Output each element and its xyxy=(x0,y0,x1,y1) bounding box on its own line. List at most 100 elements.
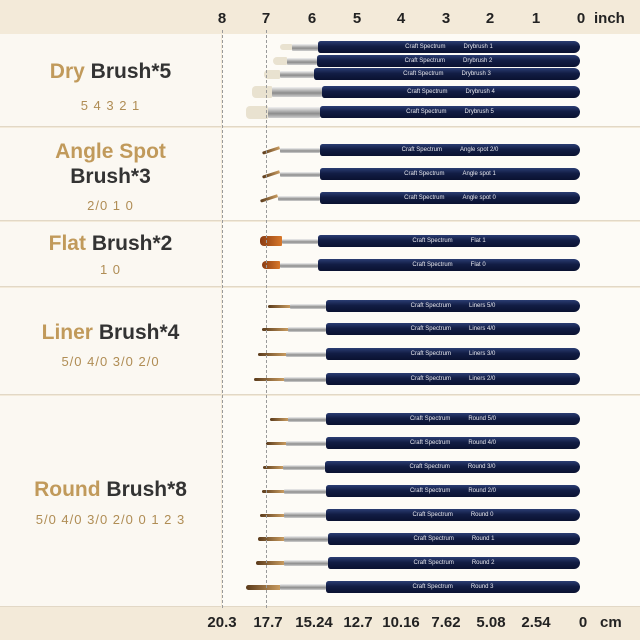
cm-tick-20-3: 20.3 xyxy=(207,614,237,631)
brush-handle: Craft Spectrum Round 2 xyxy=(328,557,580,569)
brush-handle: Craft Spectrum Liners 2/0 xyxy=(326,373,580,385)
brush-liner-5-0: Craft Spectrum Liners 5/0 xyxy=(268,299,580,313)
section-sizes-flat: 1 0 xyxy=(99,262,122,277)
panel-angle-spot-brush: Angle Spot Brush*3 2/0 1 0 xyxy=(0,128,221,221)
bristle xyxy=(262,327,288,331)
brush-liner-3-0: Craft Spectrum Liners 3/0 xyxy=(258,347,580,361)
bristle xyxy=(254,377,284,381)
brush-handle: Craft Spectrum Flat 1 xyxy=(318,235,580,247)
bristle xyxy=(246,105,268,119)
cm-tick-2-54: 2.54 xyxy=(521,614,551,631)
brush-liner-2-0: Craft Spectrum Liners 2/0 xyxy=(254,372,580,386)
guide-line-8 xyxy=(222,30,223,608)
section-title-angle-spot: Angle Spot Brush*3 xyxy=(55,140,166,188)
ferrule xyxy=(284,560,328,566)
brush-angle-spot-2-0: Craft Spectrum Angle spot 2/0 xyxy=(261,143,580,157)
ferrule xyxy=(284,488,326,494)
section-sizes-round: 5/0 4/0 3/0 2/0 0 1 2 3 xyxy=(35,512,186,527)
ferrule xyxy=(286,351,326,357)
section-title-round: Round Brush*8 xyxy=(34,478,187,501)
inch-tick-2: 2 xyxy=(485,10,495,27)
bristle xyxy=(268,304,290,308)
section-sizes-dry: 5 4 3 2 1 xyxy=(80,98,141,113)
guide-line-7 xyxy=(266,30,267,608)
ferrule xyxy=(292,43,318,51)
bristle xyxy=(246,584,280,590)
brush-angle-spot-0: Craft Spectrum Angle spot 0 xyxy=(259,191,580,205)
inch-tick-4: 4 xyxy=(396,10,406,27)
brush-handle: Craft Spectrum Drybrush 3 xyxy=(314,68,580,80)
inch-tick-0: 0 xyxy=(576,10,586,27)
inch-tick-1: 1 xyxy=(531,10,541,27)
brush-handle: Craft Spectrum Liners 4/0 xyxy=(326,323,580,335)
ferrule xyxy=(288,326,326,332)
section-title-dry: Dry Brush*5 xyxy=(49,60,172,83)
brush-flat-1: Craft Spectrum Flat 1 xyxy=(260,234,580,248)
section-sizes-angle-spot: 2/0 1 0 xyxy=(87,198,134,213)
brush-handle: Craft Spectrum Drybrush 4 xyxy=(322,86,580,98)
brush-round-3-0: Craft Spectrum Round 3/0 xyxy=(263,460,580,474)
brush-dry-4: Craft Spectrum Drybrush 4 xyxy=(252,84,580,100)
bristle xyxy=(258,352,286,356)
brush-handle: Craft Spectrum Drybrush 5 xyxy=(320,106,580,118)
ferrule xyxy=(288,416,326,422)
bristle xyxy=(270,417,288,421)
strip-flat xyxy=(222,222,640,287)
panel-round-brush: Round Brush*8 5/0 4/0 3/0 2/0 0 1 2 3 xyxy=(0,396,221,607)
brush-handle: Craft Spectrum Angle spot 0 xyxy=(320,192,580,204)
ferrule xyxy=(278,195,320,201)
ferrule xyxy=(284,536,328,542)
brush-round-1: Craft Spectrum Round 1 xyxy=(258,532,580,546)
brush-handle: Craft Spectrum Flat 0 xyxy=(318,259,580,271)
brush-dry-1: Craft Spectrum Drybrush 1 xyxy=(280,40,580,54)
inch-tick-7: 7 xyxy=(261,10,271,27)
cm-tick-10-16: 10.16 xyxy=(382,614,420,631)
brush-round-5-0: Craft Spectrum Round 5/0 xyxy=(270,412,580,426)
bristle xyxy=(262,489,284,493)
ferrule xyxy=(268,106,320,118)
ferrule xyxy=(286,440,326,446)
inch-tick-6: 6 xyxy=(307,10,317,27)
cm-tick-5-08: 5.08 xyxy=(476,614,506,631)
brush-flat-0: Craft Spectrum Flat 0 xyxy=(262,258,580,272)
panel-dry-brush: Dry Brush*5 5 4 3 2 1 xyxy=(0,34,221,127)
ferrule xyxy=(272,87,322,97)
bristle xyxy=(266,441,286,445)
ferrule xyxy=(290,303,326,309)
brush-handle: Craft Spectrum Angle spot 1 xyxy=(320,168,580,180)
ferrule xyxy=(280,584,326,590)
brush-handle: Craft Spectrum Round 4/0 xyxy=(326,437,580,449)
bristle xyxy=(280,44,292,50)
bristle xyxy=(260,236,282,246)
inch-tick-5: 5 xyxy=(352,10,362,27)
bristle xyxy=(273,57,287,65)
bristle xyxy=(252,86,272,98)
panel-flat-brush: Flat Brush*2 1 0 xyxy=(0,222,221,287)
bristle xyxy=(262,261,280,269)
brush-handle: Craft Spectrum Drybrush 1 xyxy=(318,41,580,53)
ferrule xyxy=(280,70,314,78)
brush-handle: Craft Spectrum Liners 3/0 xyxy=(326,348,580,360)
bristle xyxy=(258,537,284,541)
ferrule xyxy=(284,512,326,518)
ferrule xyxy=(280,171,320,177)
ferrule xyxy=(280,147,320,153)
ferrule xyxy=(284,376,326,382)
brush-round-4-0: Craft Spectrum Round 4/0 xyxy=(266,436,580,450)
inch-unit-label: inch xyxy=(594,10,625,27)
brush-dry-5: Craft Spectrum Drybrush 5 xyxy=(246,104,580,120)
ferrule xyxy=(282,238,318,244)
brush-handle: Craft Spectrum Round 2/0 xyxy=(326,485,580,497)
brush-handle: Craft Spectrum Angle spot 2/0 xyxy=(320,144,580,156)
brush-handle: Craft Spectrum Liners 5/0 xyxy=(326,300,580,312)
cm-tick-0: 0 xyxy=(578,614,588,631)
brush-dry-3: Craft Spectrum Drybrush 3 xyxy=(264,67,580,81)
bristle xyxy=(261,169,281,179)
brush-handle: Craft Spectrum Round 1 xyxy=(328,533,580,545)
brush-handle: Craft Spectrum Drybrush 2 xyxy=(317,55,580,67)
bristle xyxy=(259,193,279,203)
inch-tick-8: 8 xyxy=(217,10,227,27)
section-title-flat: Flat Brush*2 xyxy=(48,232,173,255)
bristle xyxy=(263,465,283,469)
cm-tick-7-62: 7.62 xyxy=(431,614,461,631)
